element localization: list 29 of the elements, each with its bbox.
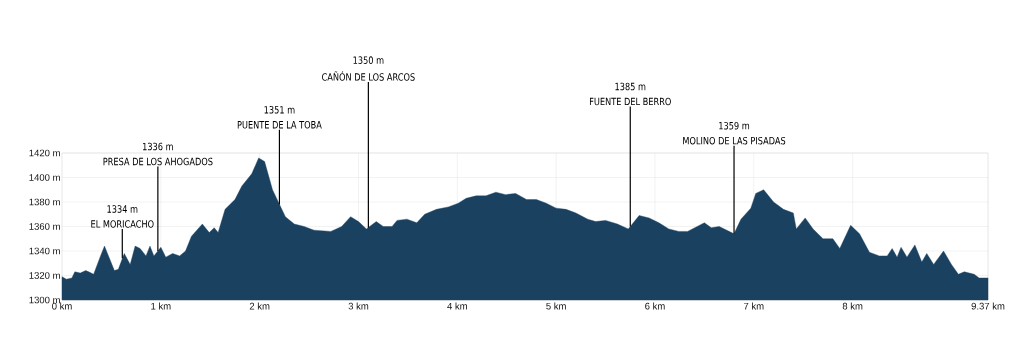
text: 1359 m xyxy=(719,121,750,130)
y-tick-label: 1340 m xyxy=(29,247,60,255)
annotation: PRESA DE LOS AHOGADOS xyxy=(103,157,213,166)
y-tick-label: 1360 m xyxy=(29,223,60,230)
annotation: FUENTE DEL BERRO xyxy=(589,97,671,106)
annotation: CAÑÓN DE LOS ARCOS xyxy=(322,71,415,81)
y-tick-label: 1380 m xyxy=(29,198,60,206)
text: 1336 m xyxy=(143,142,173,151)
annotation: 1334 m xyxy=(107,205,138,213)
text: 1351 m xyxy=(264,105,295,114)
x-tick-label: 7 km xyxy=(743,302,764,310)
x-tick-label: 9.37 km xyxy=(971,302,1005,310)
x-tick-label: 8 km xyxy=(842,302,863,310)
x-tick-label: 0 km xyxy=(52,302,72,310)
annotation: EL MORICACHO xyxy=(91,220,154,228)
annotation: MOLINO DE LAS PISADAS xyxy=(683,136,786,145)
y-tick-label: 1400 m xyxy=(29,174,60,181)
y-tick-label: 1300 m xyxy=(29,296,60,304)
x-tick-label: 6 km xyxy=(645,302,665,310)
x-tick-label: 5 km xyxy=(546,302,566,310)
y-tick-label: 1320 m xyxy=(29,272,60,279)
text: 1385 m xyxy=(615,82,646,91)
text: 1350 m xyxy=(353,56,384,64)
x-tick-label: 1 km xyxy=(151,302,171,310)
x-tick-label: 4 km xyxy=(447,302,467,310)
x-tick-label: 2 km xyxy=(249,302,270,310)
y-tick-label: 1420 m xyxy=(29,149,60,157)
annotation: PUENTE DE LA TOBA xyxy=(237,120,322,129)
x-tick-label: 3 km xyxy=(348,302,369,310)
